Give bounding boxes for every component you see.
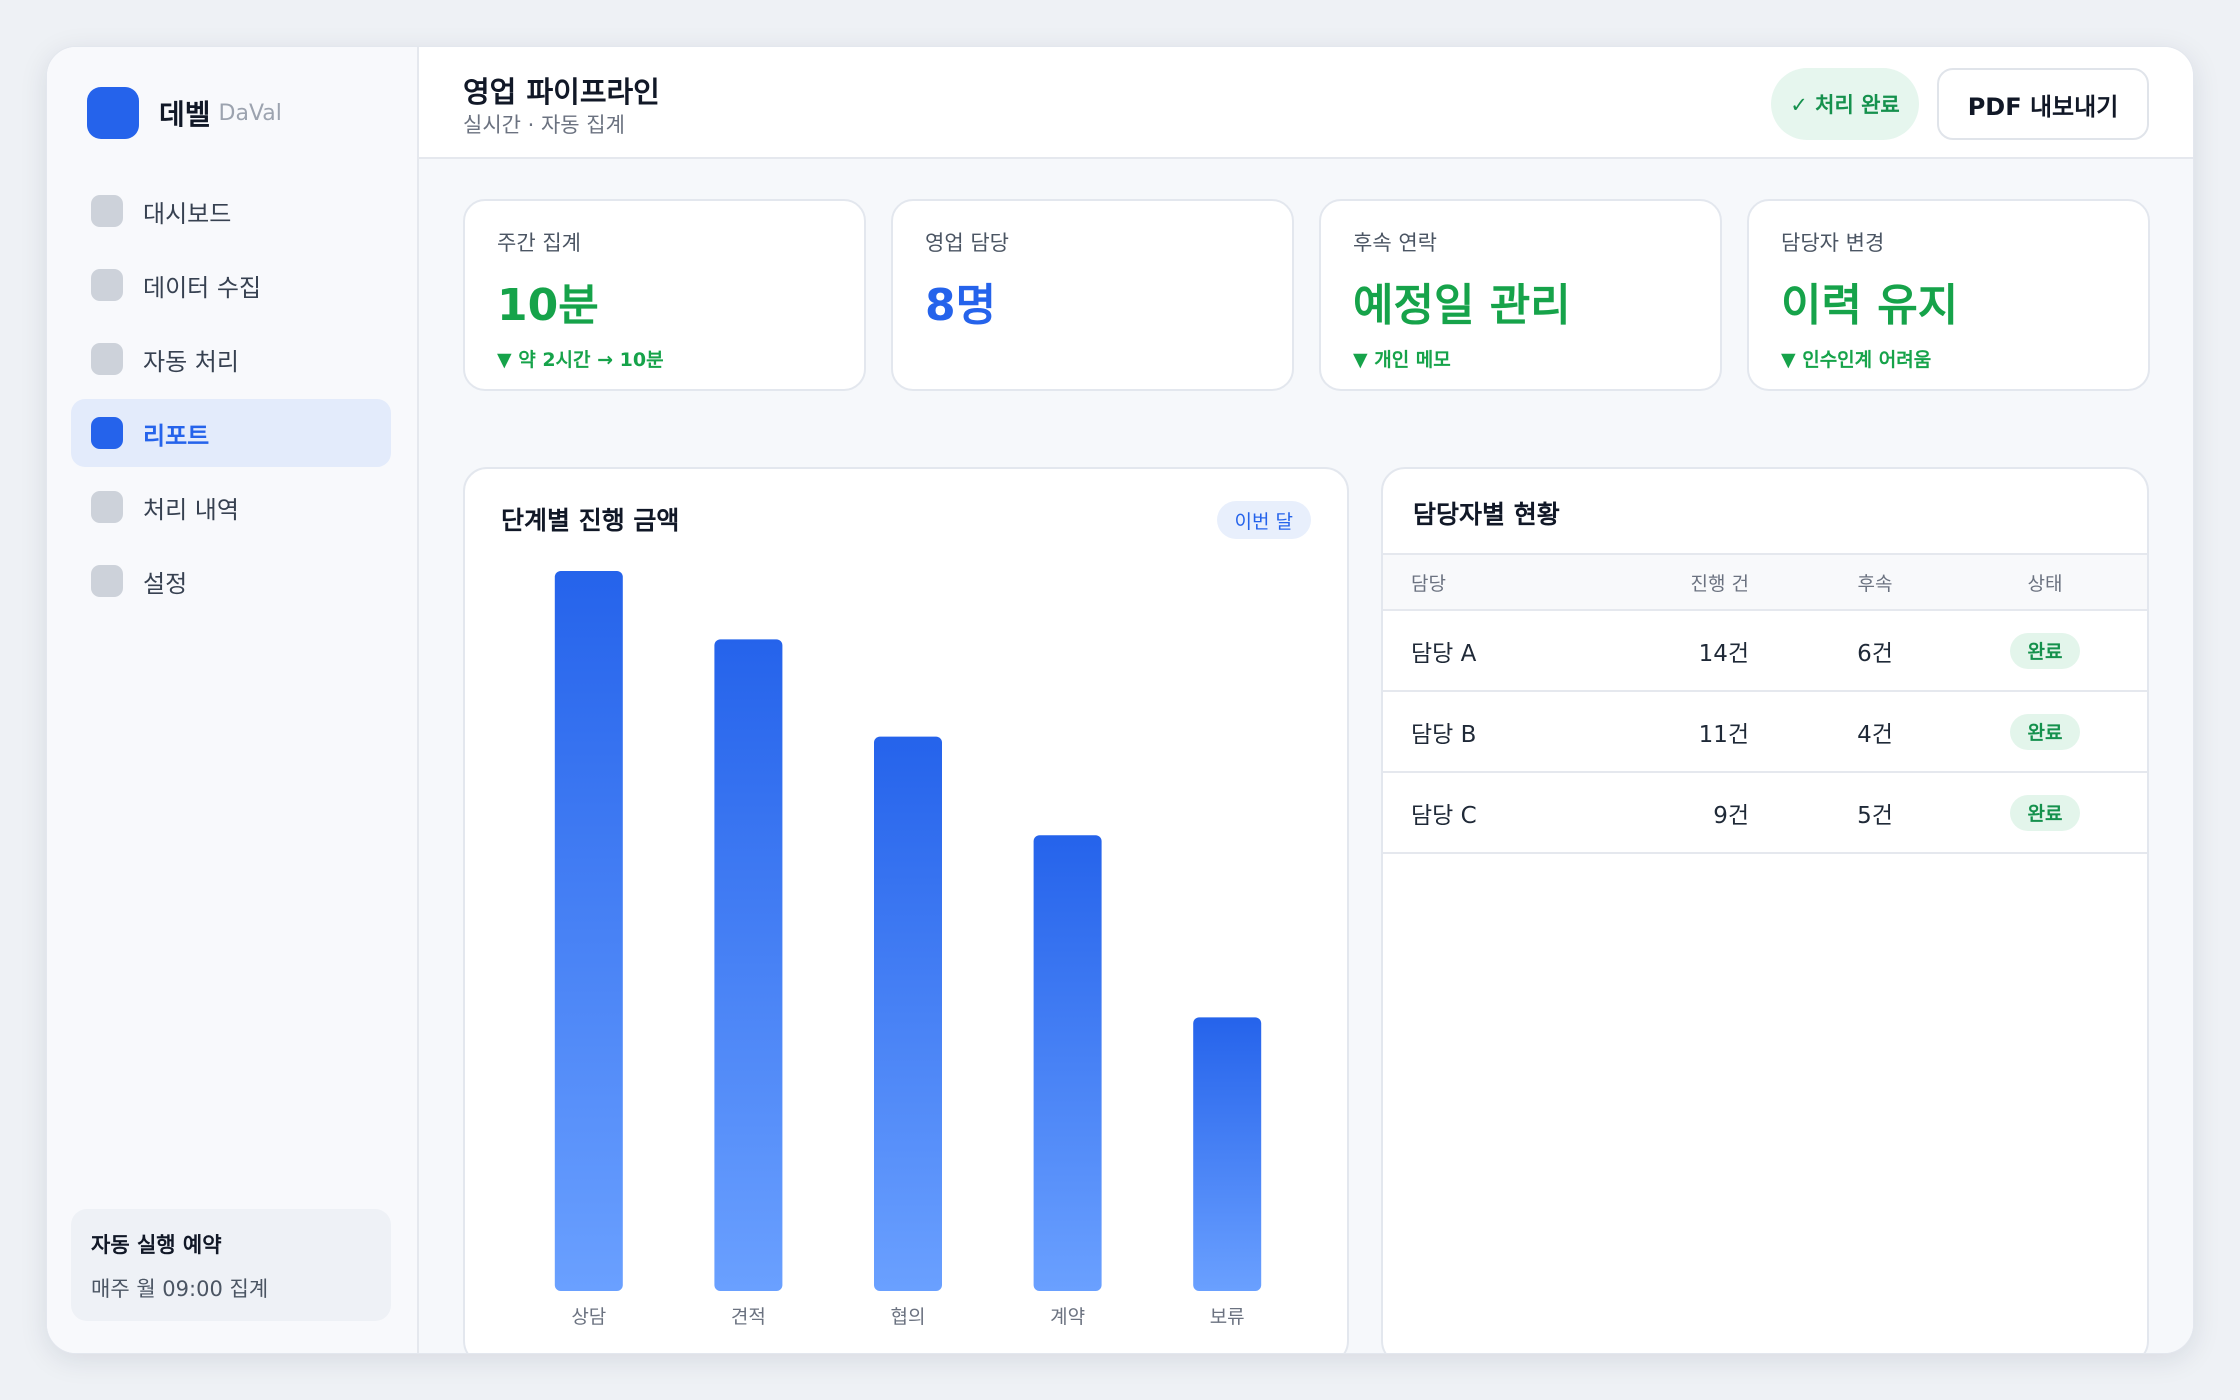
rep-name: 담당 C <box>1411 802 1477 829</box>
brand-name: 데벨 <box>159 98 211 131</box>
bar-견적[interactable] <box>714 639 783 1291</box>
schedule-card[interactable]: 자동 실행 예약 매주 월 09:00 집계 <box>71 1209 391 1321</box>
table-row[interactable]: 담당 C 9건 5건 완료 <box>1383 773 2147 854</box>
brand[interactable]: 데벨 DaVal <box>87 87 282 139</box>
bar-계약[interactable] <box>1033 835 1102 1291</box>
sidebar-item-label: 리포트 <box>143 421 210 450</box>
kpi-label: 담당자 변경 <box>1781 231 1885 255</box>
rep-progress: 9건 <box>1713 802 1749 829</box>
table-header: 담당 진행 건 후속 상태 <box>1383 553 2147 611</box>
bar-협의[interactable] <box>874 736 942 1291</box>
sidebar-item-label: 설정 <box>143 569 188 598</box>
header-follow-up: 후속 <box>1857 572 1893 595</box>
sidebar-item-history[interactable]: 처리 내역 <box>71 473 391 541</box>
period-tag[interactable]: 이번 달 <box>1216 501 1311 539</box>
table-row[interactable]: 담당 B 11건 4건 완료 <box>1383 692 2147 773</box>
table-title: 담당자별 현황 <box>1413 500 1560 529</box>
bar-chart: 상담 견적 협의 계약 보류 <box>554 571 1262 1328</box>
rep-state: 완료 <box>1975 773 2115 852</box>
kpi-value: 예정일 관리 <box>1353 280 1571 331</box>
settings-icon <box>91 565 123 597</box>
kpi-card-follow-up: 후속 연락 예정일 관리 ▼ 개인 메모 <box>1319 199 1722 391</box>
sidebar-item-settings[interactable]: 설정 <box>71 547 391 615</box>
bar-보류[interactable] <box>1193 1017 1262 1291</box>
kpi-delta: ▼ 인수인계 어려움 <box>1781 349 1932 371</box>
rep-status-table-card: 담당자별 현황 담당 진행 건 후속 상태 담당 A 14건 6건 완료 담당 … <box>1381 467 2149 1353</box>
sidebar-item-automation[interactable]: 자동 처리 <box>71 325 391 393</box>
kpi-value: 8명 <box>925 280 997 331</box>
schedule-title: 자동 실행 예약 <box>91 1233 222 1257</box>
pdf-export-button[interactable]: PDF 내보내기 <box>1937 68 2149 140</box>
kpi-value: 이력 유지 <box>1781 280 1959 331</box>
sidebar-nav: 대시보드 데이터 수집 자동 처리 리포트 처리 내역 설정 <box>71 177 391 621</box>
rep-progress: 14건 <box>1698 640 1749 667</box>
rep-state: 완료 <box>1975 692 2115 771</box>
schedule-description: 매주 월 09:00 집계 <box>91 1277 269 1301</box>
x-tick-label: 견적 <box>731 1306 766 1328</box>
dashboard-icon <box>91 195 123 227</box>
brand-logo-icon <box>87 87 139 139</box>
kpi-card-weekly: 주간 집계 10분 ▼ 약 2시간 → 10분 <box>463 199 866 391</box>
x-tick-label: 계약 <box>1050 1306 1085 1328</box>
sidebar-item-data-collection[interactable]: 데이터 수집 <box>71 251 391 319</box>
history-icon <box>91 491 123 523</box>
rep-follow-up: 5건 <box>1857 802 1893 829</box>
rep-state: 완료 <box>1975 611 2115 690</box>
sidebar-item-label: 대시보드 <box>143 199 232 228</box>
kpi-label: 후속 연락 <box>1353 231 1437 255</box>
sidebar-item-label: 데이터 수집 <box>143 273 262 302</box>
table-row[interactable]: 담당 A 14건 6건 완료 <box>1383 611 2147 692</box>
x-tick-label: 협의 <box>891 1306 926 1328</box>
status-badge: 완료 <box>2009 713 2081 750</box>
rep-progress: 11건 <box>1698 721 1749 748</box>
chart-title: 단계별 진행 금액 <box>501 506 680 535</box>
header-progress: 진행 건 <box>1690 572 1749 595</box>
sidebar-item-label: 처리 내역 <box>143 495 239 524</box>
rep-follow-up: 6건 <box>1857 640 1893 667</box>
kpi-delta: ▼ 개인 메모 <box>1353 349 1451 371</box>
sidebar-item-reports[interactable]: 리포트 <box>71 399 391 467</box>
sidebar-item-label: 자동 처리 <box>143 347 239 376</box>
automation-icon <box>91 343 123 375</box>
sidebar: 데벨 DaVal 대시보드 데이터 수집 자동 처리 리포트 처리 내 <box>47 47 419 1353</box>
data-collection-icon <box>91 269 123 301</box>
kpi-value: 10분 <box>497 280 599 331</box>
stage-amount-chart-card: 상담 견적 협의 계약 보류 단계별 진행 금액 이번 달 <box>463 467 1349 1353</box>
status-badge: 완료 <box>2009 632 2081 669</box>
kpi-label: 주간 집계 <box>497 231 581 255</box>
brand-subtitle: DaVal <box>218 100 282 126</box>
status-badge: ✓ 처리 완료 <box>1771 68 1919 140</box>
page-title: 영업 파이프라인 <box>463 75 660 109</box>
kpi-card-sales-reps: 영업 담당 8명 <box>891 199 1294 391</box>
kpi-label: 영업 담당 <box>925 231 1009 255</box>
header-name: 담당 <box>1411 572 1446 595</box>
reports-icon <box>91 417 123 449</box>
app-window: 데벨 DaVal 대시보드 데이터 수집 자동 처리 리포트 처리 내 <box>46 46 2194 1354</box>
page-subtitle: 실시간 · 자동 집계 <box>463 113 625 137</box>
x-tick-label: 보류 <box>1210 1306 1245 1328</box>
header-state: 상태 <box>2027 572 2063 595</box>
bar-상담[interactable] <box>554 571 623 1291</box>
kpi-card-owner-change: 담당자 변경 이력 유지 ▼ 인수인계 어려움 <box>1747 199 2150 391</box>
x-tick-label: 상담 <box>571 1306 606 1328</box>
status-badge: 완료 <box>2009 794 2081 831</box>
kpi-delta: ▼ 약 2시간 → 10분 <box>497 349 664 371</box>
header: 영업 파이프라인 실시간 · 자동 집계 ✓ 처리 완료 PDF 내보내기 <box>419 47 2193 159</box>
main-content: 주간 집계 10분 ▼ 약 2시간 → 10분 영업 담당 8명 후속 연락 예… <box>419 159 2193 1353</box>
sidebar-item-dashboard[interactable]: 대시보드 <box>71 177 391 245</box>
rep-follow-up: 4건 <box>1857 721 1893 748</box>
rep-name: 담당 A <box>1411 640 1477 667</box>
rep-name: 담당 B <box>1411 721 1477 748</box>
